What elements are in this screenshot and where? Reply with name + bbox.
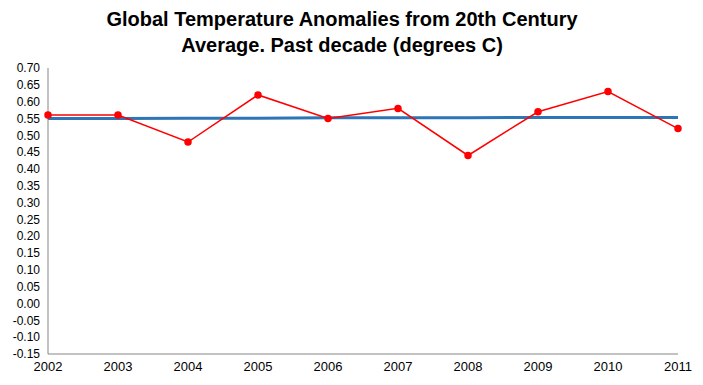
svg-text:2007: 2007 (384, 359, 413, 374)
svg-text:-0.10: -0.10 (13, 330, 41, 344)
svg-text:2010: 2010 (594, 359, 623, 374)
svg-text:2006: 2006 (314, 359, 343, 374)
svg-text:2011: 2011 (664, 359, 692, 374)
svg-text:0.50: 0.50 (17, 129, 41, 143)
svg-text:0.55: 0.55 (17, 112, 41, 126)
svg-text:0.70: 0.70 (17, 62, 41, 75)
svg-text:0.65: 0.65 (17, 78, 41, 92)
svg-text:0.25: 0.25 (17, 213, 41, 227)
svg-text:2004: 2004 (174, 359, 203, 374)
svg-text:2003: 2003 (104, 359, 133, 374)
svg-text:0.00: 0.00 (17, 297, 41, 311)
svg-text:0.40: 0.40 (17, 162, 41, 176)
html-text:Global Temperature Anomalies f: Global Temperature Anomalies from 20th C… (106, 8, 578, 56)
svg-text:2009: 2009 (524, 359, 553, 374)
svg-text:2008: 2008 (454, 359, 483, 374)
svg-text:0.10: 0.10 (17, 263, 41, 277)
svg-text:-0.05: -0.05 (13, 314, 41, 328)
svg-text:0.30: 0.30 (17, 196, 41, 210)
svg-text:-0.15: -0.15 (13, 347, 41, 361)
svg-text:2005: 2005 (244, 359, 273, 374)
svg-text:0.05: 0.05 (17, 280, 41, 294)
svg-text:0.45: 0.45 (17, 145, 41, 159)
svg-text:0.60: 0.60 (17, 95, 41, 109)
svg-text:2002: 2002 (34, 359, 63, 374)
svg-text:0.15: 0.15 (17, 246, 41, 260)
svg-text:0.20: 0.20 (17, 229, 41, 243)
svg-text:0.35: 0.35 (17, 179, 41, 193)
